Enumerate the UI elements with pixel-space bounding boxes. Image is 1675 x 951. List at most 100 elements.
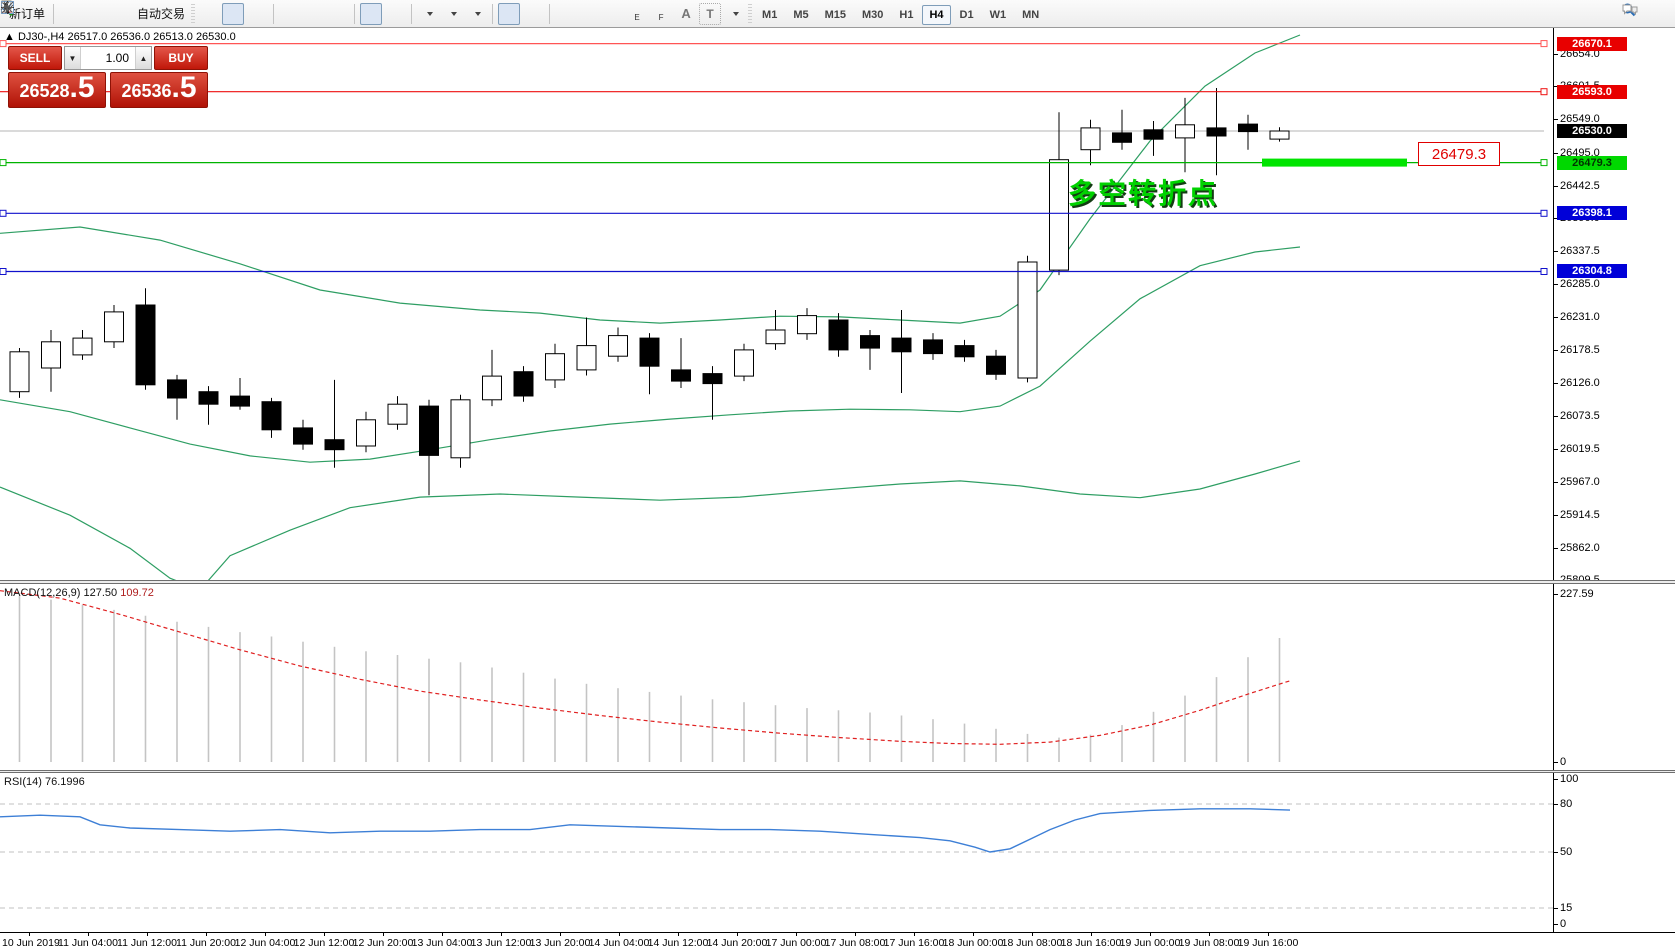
time-tick <box>737 933 738 936</box>
separator <box>273 3 275 24</box>
price-axis-label: 26549.0 <box>1560 113 1600 126</box>
macd-pane[interactable]: MACD(12,26,9) 127.50 109.72 <box>0 584 1553 770</box>
candlestick-chart-button[interactable] <box>2 1 245 25</box>
auto-scroll-button[interactable] <box>3 2 383 25</box>
text-tool[interactable]: A <box>681 6 691 21</box>
tab-timeframe-M15[interactable]: M15 <box>824 8 846 21</box>
price-badge: 26593.0 <box>1557 84 1627 99</box>
fibonacci-tool[interactable]: F <box>1 2 673 25</box>
price-axis-label: 25914.5 <box>1560 508 1600 521</box>
axis-tick <box>1554 53 1558 55</box>
rsi-value: 76.1996 <box>44 776 85 788</box>
sell-button[interactable]: SELL <box>8 46 62 70</box>
buy-button[interactable]: BUY <box>154 46 208 70</box>
price-axis-label: 25862.0 <box>1560 541 1600 554</box>
tab-timeframe-D1[interactable]: D1 <box>959 8 974 21</box>
volume-increase-button[interactable]: ▲ <box>135 47 151 69</box>
time-axis-label: 18 Jun 16:00 <box>1060 937 1122 949</box>
axis-tick <box>1554 152 1558 154</box>
macd-signal-value: 109.72 <box>120 587 154 599</box>
fibonacci-letter: F <box>658 13 664 22</box>
time-axis-label: 12 Jun 04:00 <box>234 937 296 949</box>
time-tick <box>1032 933 1033 936</box>
price-badge: 26304.8 <box>1557 264 1627 279</box>
main-chart-pane[interactable]: ▲ DJ30-,H4 26517.0 26536.0 26513.0 26530… <box>0 28 1553 580</box>
signals-button[interactable] <box>3 2 129 25</box>
price-axis-label: 26654.0 <box>1560 47 1600 60</box>
time-axis-label: 18 Jun 00:00 <box>942 937 1004 949</box>
text-label-tool[interactable]: T <box>699 2 722 25</box>
price-badge: 26479.3 <box>1557 155 1627 170</box>
community-button[interactable] <box>1 1 105 25</box>
macd-main-value: 127.50 <box>83 587 118 599</box>
time-tick <box>88 933 89 936</box>
time-axis-label: 12 Jun 12:00 <box>293 937 355 949</box>
macd-axis-label: 0 <box>1560 756 1567 768</box>
autotrade-button[interactable]: 自动交易 <box>1 1 188 25</box>
cursor-button[interactable] <box>4 1 521 25</box>
time-axis-label: 19 Jun 08:00 <box>1178 937 1240 949</box>
tab-timeframe-H1[interactable]: H1 <box>899 8 914 21</box>
axis-tick <box>1554 382 1558 384</box>
arrows-tool[interactable] <box>2 2 745 25</box>
chart-shift-button[interactable] <box>3 2 406 25</box>
symbol-period: DJ30-,H4 <box>17 31 65 43</box>
volume-decrease-button[interactable]: ▼ <box>65 47 81 69</box>
tab-timeframe-MN[interactable]: MN <box>1022 8 1040 21</box>
time-axis[interactable]: 10 Jun 2019 11 Jun 04:00 11 Jun 12:00 11 Ju… <box>0 932 1675 951</box>
axis-tick <box>1554 547 1558 549</box>
time-tick <box>442 933 443 936</box>
time-tick <box>1209 933 1210 936</box>
pane-separator[interactable] <box>0 580 1675 584</box>
dropdown-arrow-icon <box>732 11 739 16</box>
timeframe-group: M1 M5 M15 M30 H1 H4 D1 W1 MN <box>754 4 1047 25</box>
zoom-in-button[interactable] <box>1 1 301 25</box>
axis-tick <box>1554 908 1558 909</box>
equidistant-channel-tool[interactable]: E <box>0 1 649 25</box>
separator <box>354 3 356 24</box>
tab-timeframe-M5[interactable]: M5 <box>793 8 809 21</box>
time-tick <box>206 933 207 936</box>
axis-tick <box>1554 449 1558 451</box>
indicators-button[interactable] <box>1 3 439 25</box>
time-axis-label: 11 Jun 04:00 <box>58 937 118 949</box>
volume-value[interactable]: 1.00 <box>105 51 129 65</box>
chart-title: ▲ DJ30-,H4 26517.0 26536.0 26513.0 26530… <box>4 31 236 43</box>
time-tick <box>29 933 30 936</box>
tab-timeframe-H4[interactable]: H4 <box>922 4 951 25</box>
pane-separator[interactable] <box>0 770 1675 773</box>
rsi-label: RSI(14) 76.1996 <box>4 776 85 788</box>
grip <box>748 3 753 24</box>
horizontal-line-tool[interactable] <box>2 3 601 25</box>
vertical-line-tool[interactable] <box>6 2 577 25</box>
sell-price-button[interactable]: 26528 .5 <box>8 72 106 108</box>
price-callout-box: 26479.3 <box>1418 142 1500 166</box>
tab-timeframe-M1[interactable]: M1 <box>762 8 778 21</box>
zoom-out-button[interactable] <box>1 1 325 25</box>
tab-timeframe-M30[interactable]: M30 <box>862 8 884 21</box>
axis-tick <box>1554 251 1558 253</box>
trendline-tool[interactable] <box>1 1 625 25</box>
price-axis-label: 26231.0 <box>1560 311 1600 324</box>
rsi-pane[interactable]: RSI(14) 76.1996 <box>0 773 1553 932</box>
toolbar-right <box>1621 2 1669 24</box>
chat-button[interactable] <box>1622 2 1668 24</box>
crosshair-button[interactable] <box>1 1 544 25</box>
price-axis[interactable]: 26654.026601.526549.026495.026442.526390… <box>1553 28 1675 932</box>
one-click-trading-panel: SELL ▼ 1.00 ▲ BUY 26528 .5 26536 .5 <box>8 46 208 108</box>
bar-chart-button[interactable] <box>2 2 220 25</box>
favorites-button[interactable] <box>1 3 81 25</box>
axis-tick <box>1554 350 1558 352</box>
candlestick-chart <box>0 34 1548 580</box>
arrows-icon <box>2 2 13 13</box>
tile-windows-button[interactable] <box>1 2 349 25</box>
line-chart-button[interactable] <box>1 2 268 25</box>
buy-price-button[interactable]: 26536 .5 <box>110 72 208 108</box>
periods-button[interactable] <box>1 1 463 25</box>
tab-timeframe-W1[interactable]: W1 <box>989 8 1007 21</box>
time-axis-label: 17 Jun 16:00 <box>883 937 945 949</box>
templates-button[interactable] <box>1 1 487 25</box>
axis-tick <box>1554 804 1558 805</box>
price-badge: 26530.0 <box>1557 124 1627 138</box>
